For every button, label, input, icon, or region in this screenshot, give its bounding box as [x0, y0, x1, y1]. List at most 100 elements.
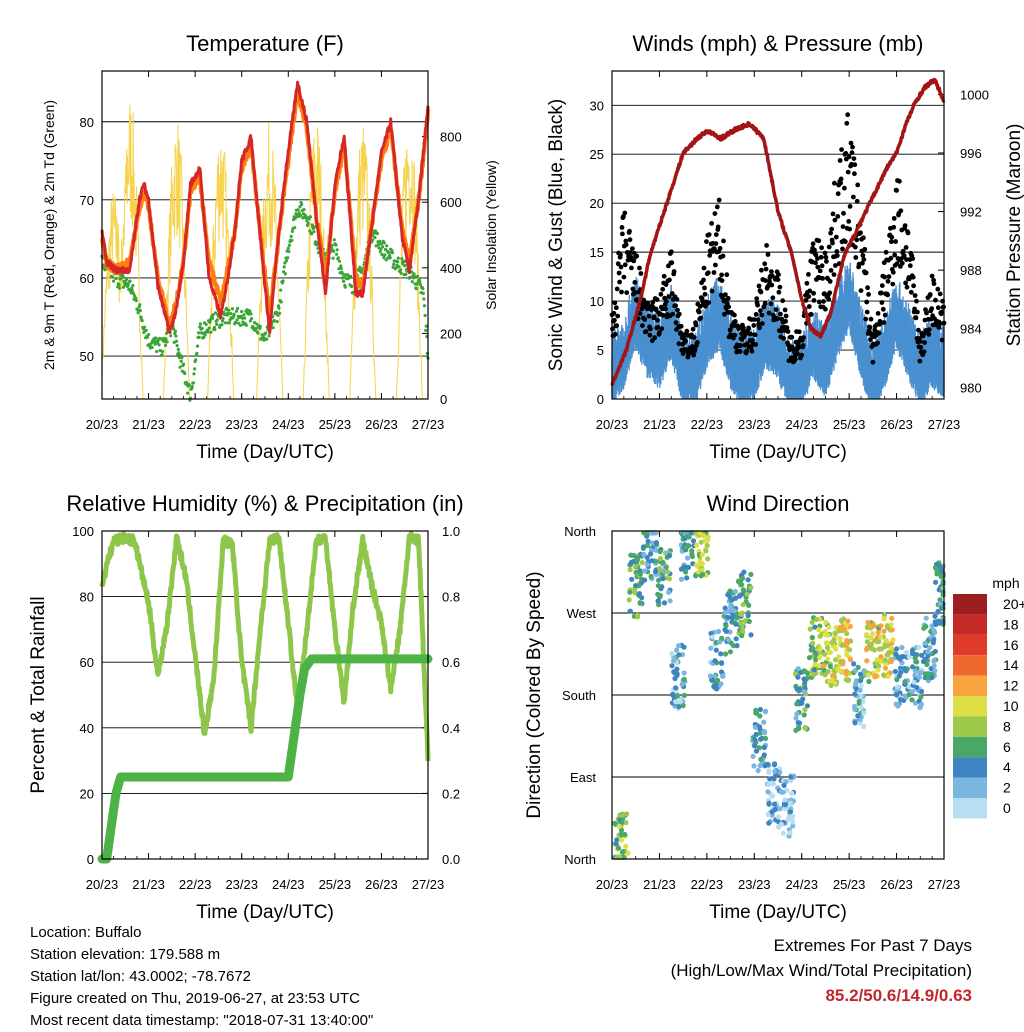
dewpoint-point	[117, 283, 121, 287]
dewpoint-point	[286, 256, 290, 260]
direction-point	[853, 681, 859, 687]
direction-point	[899, 644, 905, 651]
direction-point	[656, 577, 662, 583]
direction-point	[917, 670, 923, 676]
gust-point	[886, 274, 892, 279]
dewpoint-point	[371, 238, 375, 242]
dewpoint-point	[250, 317, 254, 321]
gust-point	[813, 252, 819, 258]
y2-tick-label: 0.8	[442, 590, 460, 605]
legend-swatch	[953, 736, 987, 758]
direction-point	[902, 665, 908, 672]
gust-point	[921, 349, 927, 355]
direction-point	[888, 658, 895, 665]
direction-point	[826, 624, 832, 630]
gust-point	[655, 317, 660, 323]
direction-point	[733, 595, 739, 601]
y2-tick-label: 992	[960, 205, 982, 220]
direction-point	[762, 735, 769, 742]
y-tick-label: 40	[80, 721, 94, 736]
gust-point	[796, 329, 802, 335]
gust-point	[868, 316, 874, 322]
gust-point	[935, 305, 941, 311]
dewpoint-point	[169, 334, 173, 338]
direction-point	[684, 555, 691, 561]
dewpoint-point	[223, 313, 227, 317]
x-tick-label: 23/23	[225, 417, 258, 432]
gust-point	[818, 254, 824, 260]
direction-point	[690, 538, 697, 544]
series-relative-humidity	[99, 530, 431, 762]
gust-point	[783, 313, 789, 319]
dewpoint-point	[207, 326, 211, 330]
direction-point	[640, 544, 647, 550]
direction-point	[657, 566, 663, 572]
direction-point	[861, 710, 867, 716]
chart-title: Winds (mph) & Pressure (mb)	[633, 31, 924, 56]
dewpoint-point	[308, 215, 312, 219]
gust-point	[796, 344, 802, 350]
direction-point	[793, 727, 799, 734]
direction-point	[636, 591, 643, 597]
y-tick-label: North	[564, 524, 596, 539]
direction-point	[693, 573, 699, 579]
direction-point	[794, 711, 800, 717]
dewpoint-point	[265, 337, 269, 341]
direction-point	[708, 645, 714, 651]
gust-point	[727, 327, 733, 333]
gust-point	[612, 331, 618, 337]
dewpoint-point	[177, 356, 181, 360]
direction-point	[719, 660, 725, 666]
gust-point	[669, 291, 675, 296]
dewpoint-point	[134, 299, 138, 303]
dewpoint-point	[297, 211, 301, 215]
direction-point	[645, 538, 651, 544]
gust-point	[842, 185, 847, 191]
direction-point	[840, 661, 846, 667]
direction-point	[767, 776, 773, 782]
legend-label: 4	[1003, 759, 1011, 775]
direction-point	[879, 646, 885, 652]
dewpoint-point	[110, 275, 115, 279]
x-axis-label: Time (Day/UTC)	[196, 442, 334, 463]
y-axis-label: Direction (Colored By Speed)	[524, 571, 545, 818]
direction-point	[789, 790, 795, 797]
y2-tick-label: 400	[440, 261, 462, 276]
gust-point	[911, 283, 916, 289]
dewpoint-point	[284, 259, 289, 263]
y2-tick-label: 980	[960, 380, 982, 395]
gust-point	[758, 289, 764, 295]
direction-point	[890, 637, 896, 643]
direction-point	[752, 743, 758, 749]
direction-point	[661, 568, 667, 574]
direction-point	[674, 693, 680, 699]
dewpoint-point	[248, 309, 252, 313]
gust-point	[845, 169, 851, 175]
legend-swatch	[953, 655, 987, 676]
gust-point	[632, 280, 638, 285]
dewpoint-point	[157, 343, 161, 347]
gust-point	[875, 311, 881, 316]
gust-point	[865, 285, 870, 291]
direction-point	[775, 814, 781, 820]
direction-point	[766, 820, 772, 826]
direction-point	[758, 756, 764, 763]
gust-point	[914, 298, 919, 304]
gust-point	[847, 226, 852, 232]
direction-point	[641, 551, 647, 558]
direction-point	[671, 669, 677, 675]
direction-point	[837, 636, 843, 643]
direction-point	[694, 542, 700, 548]
direction-point	[844, 630, 850, 637]
dewpoint-point	[119, 277, 123, 281]
x-tick-label: 23/23	[225, 877, 258, 892]
gust-point	[929, 306, 935, 311]
gust-point	[778, 311, 783, 317]
dewpoint-point	[391, 265, 395, 269]
gust-point	[706, 300, 712, 305]
gust-point	[678, 323, 684, 329]
gust-point	[732, 332, 738, 338]
direction-point	[701, 533, 707, 539]
direction-point	[752, 724, 759, 730]
dewpoint-point	[163, 343, 168, 347]
